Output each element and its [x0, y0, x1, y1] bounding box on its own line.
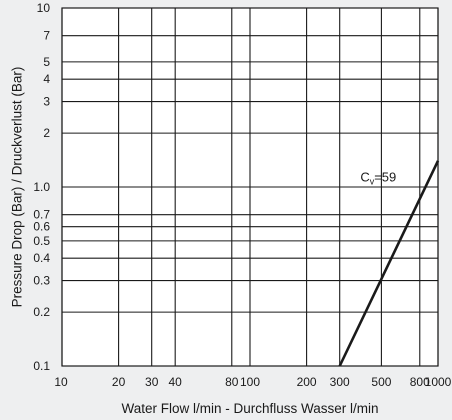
x-tick-label: 100 [240, 375, 260, 389]
y-tick-label: 5 [43, 55, 50, 69]
series-layer: Cv=59 [338, 160, 440, 367]
y-tick-label: 10 [37, 1, 51, 15]
y-tick-label: 0.2 [33, 305, 50, 319]
y-tick-label: 0.1 [33, 359, 50, 373]
y-tick-label: 7 [43, 29, 50, 43]
x-tick-label: 1000 [425, 375, 452, 389]
x-tick-label: 200 [297, 375, 317, 389]
y-tick-label: 4 [43, 72, 50, 86]
x-tick-label: 300 [330, 375, 350, 389]
x-tick-label: 20 [112, 375, 126, 389]
x-tick-label: 800 [410, 375, 430, 389]
y-tick-label: 2 [43, 126, 50, 140]
x-tick-label: 40 [169, 375, 183, 389]
y-tick-label: 0.5 [33, 234, 50, 248]
y-tick-label: 0.6 [33, 220, 50, 234]
y-tick-label: 0.4 [33, 251, 50, 265]
x-tick-label: 30 [145, 375, 159, 389]
y-axis-label: Pressure Drop (Bar) / Druckverlust (Bar) [10, 67, 25, 308]
grid-lines [61, 7, 439, 367]
series-line [338, 160, 440, 367]
y-tick-label: 0.3 [33, 274, 50, 288]
x-tick-label: 500 [371, 375, 391, 389]
y-tick-label: 1.0 [33, 180, 50, 194]
series-label: Cv=59 [360, 170, 396, 187]
x-axis-label: Water Flow l/min - Durchfluss Wasser l/m… [121, 401, 378, 416]
y-tick-label: 0.7 [33, 208, 50, 222]
y-tick-label: 3 [43, 95, 50, 109]
x-tick-label: 80 [225, 375, 239, 389]
y-tick-labels: 0.1 0.2 0.3 0.4 0.50.60.7 1.0 2 3 4 5 7 10 [33, 1, 50, 373]
x-tick-label: 10 [54, 375, 68, 389]
